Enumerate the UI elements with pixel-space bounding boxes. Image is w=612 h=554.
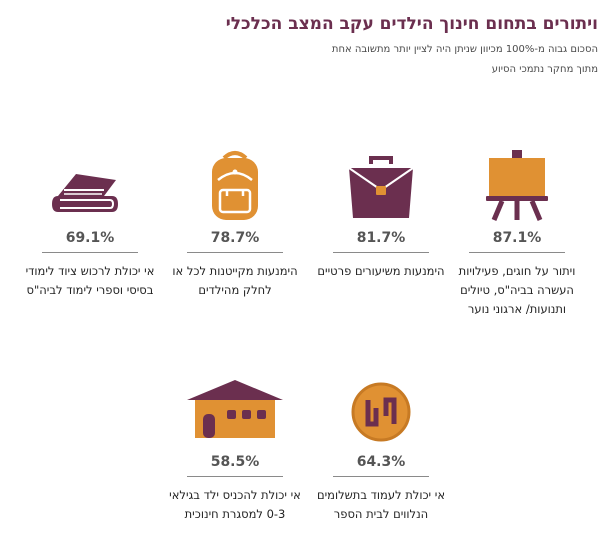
divider xyxy=(333,252,429,253)
stat-percent: 81.7% xyxy=(356,230,406,246)
books-icon xyxy=(20,146,160,226)
stat-description: אי יכולת לעמוד בתשלומים הנלווים לבית הספ… xyxy=(316,488,446,521)
kindergarten-icon xyxy=(165,370,305,450)
divider xyxy=(333,476,429,477)
stat-description: אי יכולת להכניס ילד בגילאי 0-3 למסגרת חי… xyxy=(169,488,301,521)
easel-icon xyxy=(447,146,587,226)
stat-percent: 78.7% xyxy=(210,230,260,246)
page-title: ויתורים בתחום חינוך הילדים עקב המצב הכלכ… xyxy=(225,14,598,34)
shekel-coin-icon xyxy=(311,370,451,450)
stat-percent: 69.1% xyxy=(65,230,115,246)
divider xyxy=(469,252,565,253)
divider xyxy=(187,252,283,253)
subtitle: הסכום גבוה מ-100% מכיוון שניתן היה לציין… xyxy=(331,44,598,55)
source-note: מתוך מחקר נתמכי הסיוע xyxy=(491,64,598,75)
stat-percent: 58.5% xyxy=(210,454,260,470)
divider xyxy=(42,252,138,253)
stat-description: הימנעות מקייטנות לכל או לחלק מהילדים xyxy=(172,264,298,297)
stat-percent: 64.3% xyxy=(356,454,406,470)
divider xyxy=(187,476,283,477)
briefcase-icon xyxy=(311,146,451,226)
backpack-icon xyxy=(165,146,305,226)
stat-description: הימנעות משיעורים פרטיים xyxy=(317,264,445,278)
stat-description: אי יכולת לרכוש ציוד לימודי בסיסי וספרי ל… xyxy=(25,264,155,297)
stat-percent: 87.1% xyxy=(492,230,542,246)
stat-description: ויתור על חוגים, פעילויות העשרה בביה"ס, ט… xyxy=(458,264,576,316)
